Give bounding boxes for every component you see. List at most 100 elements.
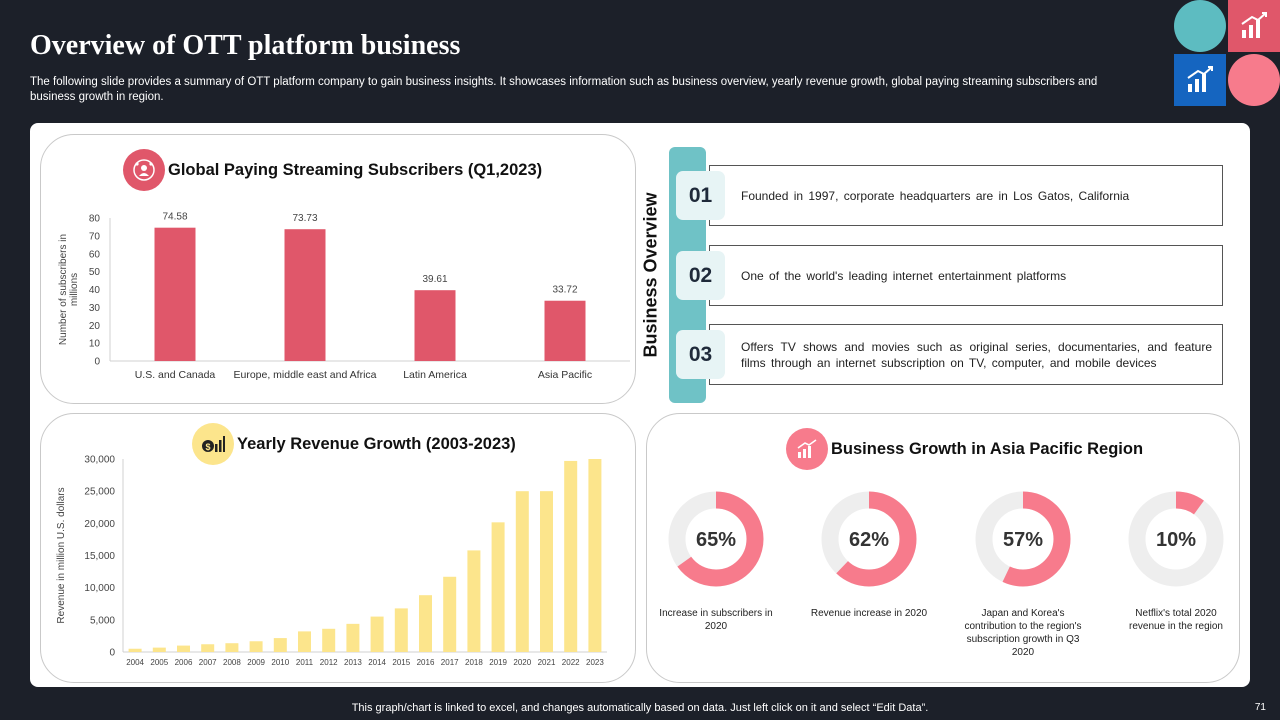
revenue-bar — [540, 491, 553, 652]
x-tick-label: 2010 — [271, 658, 289, 667]
revenue-bar-chart: 0 5,000 10,000 15,000 20,000 25,000 30,000 Reve… — [56, 455, 607, 667]
bar-value-label: 73.73 — [292, 213, 317, 224]
x-tick-label: 2005 — [150, 658, 168, 667]
revenue-bar — [394, 608, 408, 652]
donut-arc — [821, 491, 917, 587]
y-axis-label: Revenue in million U.S. dollars — [56, 487, 67, 623]
y-tick-label: 0 — [94, 357, 100, 368]
page-subtitle: The following slide provides a summary o… — [30, 76, 1098, 103]
footer-note: This graph/chart is linked to excel, and… — [351, 702, 929, 714]
donut-caption: Increase in subscribers in 2020 — [659, 608, 773, 632]
page-number: 71 — [1254, 702, 1266, 713]
revenue-chart-title: Yearly Revenue Growth (2003-2023) — [237, 435, 516, 453]
revenue-bar — [177, 645, 190, 652]
y-tick-label: 0 — [109, 648, 115, 659]
bar-value-label: 39.61 — [422, 274, 447, 285]
revenue-bar — [443, 576, 457, 652]
growth-chart-icon — [1241, 12, 1267, 38]
revenue-bar — [225, 643, 239, 652]
revenue-bar — [322, 628, 336, 652]
x-tick-label: 2014 — [368, 658, 386, 667]
page-title: Overview of OTT platform business — [30, 30, 461, 61]
subscriber-bar — [414, 290, 456, 361]
overview-number: 01 — [676, 171, 725, 220]
x-tick-label: 2019 — [489, 658, 507, 667]
donut-caption: Revenue increase in 2020 — [810, 608, 928, 619]
subscribers-chart-title: Global Paying Streaming Subscribers (Q1,… — [168, 161, 543, 179]
growth-chart-icon — [1187, 66, 1213, 92]
y-tick-label: 25,000 — [84, 487, 115, 498]
y-tick-label: 60 — [89, 249, 101, 260]
x-tick-label: 2008 — [223, 658, 241, 667]
y-tick-label: 30,000 — [84, 455, 115, 466]
x-tick-label: U.S. and Canada — [135, 369, 216, 381]
money-chart-icon: $ — [202, 436, 225, 452]
x-tick-label: 2021 — [538, 658, 556, 667]
decorative-red-square — [1228, 0, 1280, 52]
revenue-bar — [564, 460, 578, 652]
subscriber-bar — [284, 229, 326, 361]
y-tick-label: 40 — [89, 285, 101, 296]
x-tick-label: 2007 — [199, 658, 217, 667]
bar-value-label: 33.72 — [552, 285, 577, 296]
donut-caption: Japan and Korea's contribution to the re… — [964, 608, 1082, 658]
decorative-blue-square — [1174, 54, 1226, 106]
decorative-teal-circle — [1174, 0, 1226, 52]
donut-arc — [975, 491, 1071, 587]
revenue-bar — [152, 647, 166, 652]
y-tick-label: 80 — [89, 214, 101, 225]
revenue-bar — [298, 631, 311, 652]
revenue-bar — [249, 641, 263, 652]
revenue-bar — [346, 623, 360, 652]
x-tick-label: 2022 — [562, 658, 580, 667]
revenue-panel — [40, 413, 636, 683]
y-tick-label: 10 — [89, 339, 101, 350]
x-tick-label: 2020 — [513, 658, 531, 667]
x-tick-label: 2015 — [392, 658, 410, 667]
growth-badge — [786, 428, 828, 470]
overview-row: One of the world's leading internet ente… — [709, 245, 1223, 306]
donut-value-label: 65% — [696, 529, 736, 551]
y-tick-label: 10,000 — [84, 583, 115, 594]
overview-row: Offers TV shows and movies such as origi… — [709, 324, 1223, 385]
revenue-bar — [201, 644, 215, 652]
revenue-bar — [419, 595, 432, 652]
subscriber-bar — [544, 300, 586, 361]
x-tick-label: 2023 — [586, 658, 604, 667]
revenue-bar — [588, 459, 602, 652]
y-axis-label: Number of subscribers inmillions — [58, 234, 80, 345]
subscriber-bar — [154, 227, 196, 361]
revenue-bar — [370, 616, 384, 652]
growth-chart-icon — [797, 439, 817, 458]
bar-value-label: 74.58 — [162, 212, 187, 223]
x-tick-label: 2006 — [175, 658, 193, 667]
revenue-bar — [128, 648, 142, 652]
donut-caption: Netflix's total 2020 revenue in the regi… — [1129, 608, 1223, 632]
x-tick-label: Asia Pacific — [538, 369, 592, 381]
revenue-bar — [515, 491, 529, 652]
donut-value-label: 57% — [1003, 529, 1043, 551]
overview-text: Founded in 1997, corporate headquarters … — [741, 188, 1130, 203]
revenue-bar — [273, 638, 287, 652]
donut-value-label: 62% — [849, 529, 889, 551]
overview-text: Offers TV shows and movies such as origi… — [741, 339, 1212, 370]
x-tick-label: 2009 — [247, 658, 265, 667]
donut-arc — [668, 491, 764, 587]
revenue-badge: $ — [192, 423, 234, 465]
revenue-bar — [467, 550, 481, 652]
subscribers-bar-chart: 0 10 20 30 40 50 60 70 80 Number of subscribers i… — [58, 212, 630, 381]
x-tick-label: 2004 — [126, 658, 144, 667]
svg-text:$: $ — [205, 442, 210, 452]
y-tick-label: 5,000 — [90, 615, 115, 626]
y-tick-label: 30 — [89, 303, 101, 314]
y-tick-label: 20,000 — [84, 519, 115, 530]
y-axis-label-line: Number of subscribers in — [58, 234, 69, 345]
decorative-pink-circle — [1228, 54, 1280, 106]
x-tick-label: 2012 — [320, 658, 338, 667]
x-tick-label: 2011 — [296, 658, 314, 667]
donut-value-label: 10% — [1156, 529, 1196, 551]
overview-number: 02 — [676, 251, 725, 300]
donut-arc — [1128, 491, 1224, 587]
x-tick-label: 2016 — [417, 658, 435, 667]
overview-text: One of the world's leading internet ente… — [741, 268, 1067, 283]
